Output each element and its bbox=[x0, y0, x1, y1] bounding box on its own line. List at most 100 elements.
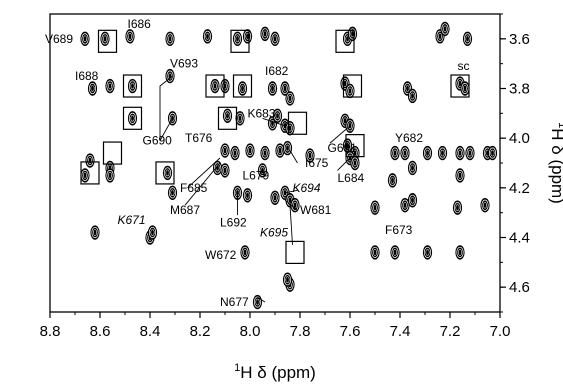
leader-line-7 bbox=[284, 199, 298, 211]
x-tick-label-8.8: 8.8 bbox=[40, 323, 61, 340]
peak-42 bbox=[220, 143, 230, 158]
peak-73 bbox=[270, 190, 280, 205]
peak-12 bbox=[440, 21, 450, 37]
peak-3 bbox=[165, 31, 175, 47]
peak-86 bbox=[370, 245, 380, 260]
x-axis-title: 1H δ (ppm) bbox=[234, 362, 316, 382]
assignment-box-1 bbox=[230, 29, 250, 53]
peak-label-g691: G691 bbox=[328, 141, 358, 155]
peak-label-g690: G690 bbox=[143, 134, 173, 148]
peak-label-n677: N677 bbox=[220, 295, 249, 309]
peak-92 bbox=[252, 294, 263, 310]
assignment-box-15 bbox=[285, 240, 305, 264]
peak-label-t676: T676 bbox=[185, 131, 213, 145]
peak-4 bbox=[202, 29, 213, 44]
y-tick-label-3.6: 3.6 bbox=[509, 31, 530, 48]
leader-line-10 bbox=[329, 125, 351, 144]
peak-15 bbox=[105, 78, 115, 94]
assignment-box-14 bbox=[155, 161, 175, 185]
peak-67 bbox=[407, 160, 418, 176]
peak-37 bbox=[285, 121, 295, 136]
peak-label-l684: L684 bbox=[338, 171, 365, 185]
leader-line-12 bbox=[289, 205, 293, 245]
peak-52 bbox=[400, 145, 410, 161]
peak-68 bbox=[455, 168, 465, 183]
peak-20 bbox=[237, 81, 248, 96]
peak-label-w681: W681 bbox=[300, 203, 332, 217]
leader-line-1 bbox=[159, 75, 173, 141]
peak-label-l679: L679 bbox=[243, 168, 270, 182]
peak-63 bbox=[220, 163, 230, 178]
peak-label-f673: F673 bbox=[385, 223, 413, 237]
peak-56 bbox=[465, 145, 475, 161]
peaks-layer bbox=[80, 21, 498, 310]
peak-23 bbox=[285, 91, 295, 106]
peak-85 bbox=[240, 245, 250, 260]
peak-43 bbox=[230, 145, 240, 161]
leader-lines bbox=[159, 75, 351, 303]
peak-label-m687: M687 bbox=[170, 203, 200, 217]
y-axis: 3.6 3.8 4.0 4.2 4.4 4.6 bbox=[500, 13, 530, 313]
peak-45 bbox=[260, 145, 270, 161]
assignment-box-9 bbox=[217, 106, 238, 130]
peak-84 bbox=[147, 225, 158, 240]
assignment-box-13 bbox=[80, 161, 100, 185]
x-tick-label-8.0: 8.0 bbox=[240, 323, 261, 340]
peak-label-v693: V693 bbox=[170, 57, 198, 71]
assignment-box-7 bbox=[450, 74, 470, 98]
assignment-box-6 bbox=[342, 74, 363, 98]
assignment-box-12 bbox=[345, 134, 365, 158]
leader-line-11 bbox=[337, 157, 351, 171]
leader-line-6 bbox=[262, 170, 266, 176]
peak-79 bbox=[407, 193, 418, 208]
peak-44 bbox=[245, 143, 255, 158]
peak-78 bbox=[400, 198, 410, 213]
x-tick-label-7.8: 7.8 bbox=[290, 323, 311, 340]
x-tick-label-7.6: 7.6 bbox=[340, 323, 361, 340]
peak-21 bbox=[267, 81, 278, 96]
assignment-boxes bbox=[80, 29, 470, 264]
peak-48 bbox=[305, 148, 315, 163]
plot-frame bbox=[49, 13, 501, 313]
y-axis-title: 1H δ (ppm) bbox=[548, 122, 563, 204]
assignment-box-4 bbox=[205, 74, 225, 98]
peak-39 bbox=[345, 118, 355, 133]
peak-82 bbox=[90, 225, 100, 240]
assignment-box-11 bbox=[102, 141, 123, 165]
peak-29 bbox=[460, 81, 470, 96]
peak-22 bbox=[280, 81, 290, 96]
peak-61 bbox=[162, 165, 173, 181]
peak-72 bbox=[242, 188, 253, 203]
peak-88 bbox=[422, 245, 433, 260]
peak-16 bbox=[127, 78, 138, 94]
x-tick-label-7.0: 7.0 bbox=[490, 323, 511, 340]
peak-label-v689: V689 bbox=[45, 32, 73, 46]
peak-69 bbox=[387, 173, 398, 188]
peak-8 bbox=[270, 31, 280, 47]
peak-label-i675: I675 bbox=[305, 156, 329, 170]
peak-89 bbox=[455, 245, 465, 260]
peak-91 bbox=[282, 272, 293, 287]
peak-2 bbox=[125, 29, 135, 44]
peak-81 bbox=[480, 198, 490, 213]
peak-label-k695: K695 bbox=[260, 226, 288, 240]
assignment-box-0 bbox=[97, 29, 118, 53]
leader-line-5 bbox=[262, 117, 286, 127]
assignment-box-2 bbox=[335, 29, 355, 53]
peak-label-i688: I688 bbox=[75, 69, 99, 83]
peak-66 bbox=[350, 155, 360, 171]
peak-5 bbox=[232, 31, 243, 47]
peak-label-y682: Y682 bbox=[395, 131, 423, 145]
peak-59 bbox=[80, 168, 90, 183]
peak-77 bbox=[370, 200, 380, 215]
peak-54 bbox=[437, 145, 448, 161]
peak-33 bbox=[235, 111, 245, 126]
peak-label-k683: K683 bbox=[248, 106, 276, 120]
x-tick-label-8.6: 8.6 bbox=[90, 323, 111, 340]
leader-line-0 bbox=[159, 118, 173, 141]
peak-25 bbox=[345, 83, 355, 99]
peak-47 bbox=[282, 140, 293, 156]
peak-30 bbox=[127, 111, 138, 126]
peak-58 bbox=[487, 145, 498, 161]
